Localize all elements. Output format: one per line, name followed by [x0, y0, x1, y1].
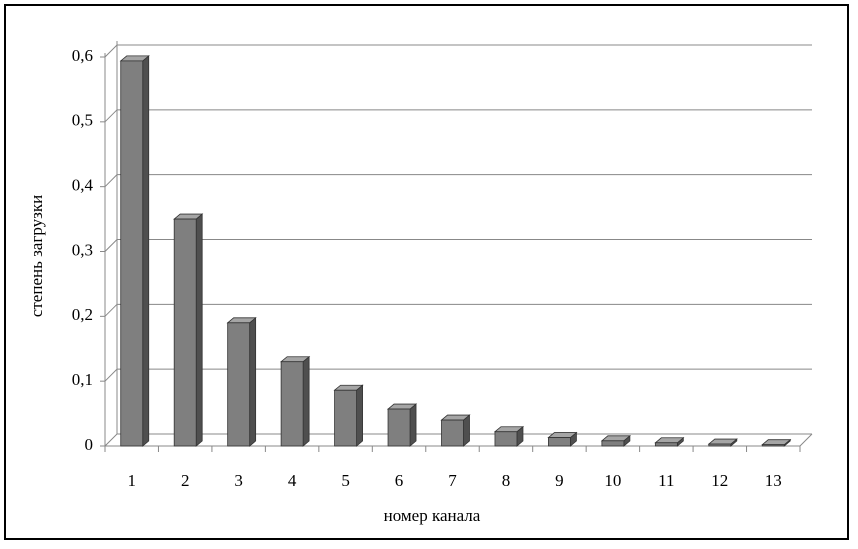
- y-tick-label: 0,3: [72, 240, 93, 259]
- x-tick-label: 10: [604, 471, 621, 490]
- bar: [493, 425, 525, 447]
- x-tick-label: 4: [288, 471, 297, 490]
- bar-face: [334, 389, 357, 447]
- bar-face: [409, 403, 417, 447]
- x-tick-label: 11: [658, 471, 674, 490]
- bar-face: [280, 361, 304, 447]
- bar-face: [708, 443, 732, 447]
- bar: [600, 434, 631, 447]
- grid-line: [104, 433, 812, 447]
- grid-line: [104, 239, 812, 252]
- x-tick-label: 7: [448, 471, 457, 490]
- y-tick-label: 0: [85, 435, 94, 454]
- bar: [761, 438, 792, 447]
- grid-line: [104, 109, 812, 123]
- bar-face: [249, 316, 257, 447]
- bar-face: [195, 213, 203, 447]
- bar-face: [654, 442, 678, 447]
- bar: [119, 55, 150, 447]
- bar: [440, 414, 471, 447]
- x-tick-label: 6: [395, 471, 404, 490]
- bar: [280, 355, 311, 447]
- y-tick-label: 0,4: [72, 176, 94, 195]
- y-tick-label: 0,1: [72, 370, 93, 389]
- grid-line: [104, 44, 812, 58]
- bar-face: [173, 218, 197, 447]
- x-tick-label: 8: [502, 471, 511, 490]
- bar-face: [120, 60, 144, 447]
- bar-face: [494, 431, 518, 447]
- bar-face: [227, 322, 251, 447]
- bar: [226, 316, 257, 447]
- bar-face: [142, 55, 150, 447]
- bar-face: [356, 384, 363, 447]
- y-tick-label: 0,6: [72, 46, 93, 65]
- bar-face: [601, 440, 625, 447]
- back-floor: [799, 433, 813, 447]
- grid-line: [104, 303, 812, 317]
- x-tick-label: 13: [765, 471, 782, 490]
- bar: [386, 403, 418, 447]
- bar: [173, 213, 204, 447]
- x-tick-label: 5: [341, 471, 350, 490]
- bar: [654, 436, 685, 447]
- bar: [547, 431, 578, 447]
- x-tick-label: 3: [234, 471, 243, 490]
- bar-face: [548, 437, 571, 447]
- bar-face: [387, 408, 411, 447]
- grid-line: [104, 174, 812, 188]
- y-tick-label: 0,2: [72, 305, 93, 324]
- bar: [707, 438, 738, 447]
- x-axis-label: номер канала: [384, 506, 481, 525]
- x-tick-label: 12: [711, 471, 728, 490]
- x-tick-label: 1: [127, 471, 136, 490]
- grid-line: [104, 368, 812, 382]
- bar-face: [761, 444, 785, 447]
- x-tick-label: 9: [555, 471, 564, 490]
- bar-face: [441, 419, 464, 447]
- y-axis-label: степень загрузки: [27, 195, 46, 317]
- y-tick-label: 0,5: [72, 111, 93, 130]
- x-tick-label: 2: [181, 471, 190, 490]
- bar: [333, 384, 364, 447]
- bar-face: [302, 355, 310, 447]
